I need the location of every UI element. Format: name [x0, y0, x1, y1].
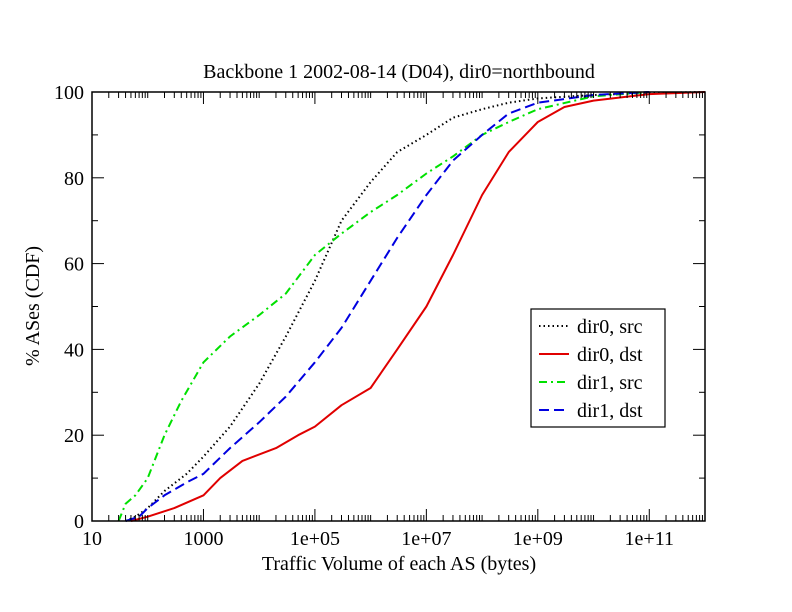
legend-label-dir1-src: dir1, src [577, 372, 643, 394]
x-tick-label: 1e+09 [513, 528, 563, 550]
series-line-dir0-dst [130, 91, 706, 522]
y-tick-label: 40 [64, 339, 84, 361]
x-tick-label: 1e+05 [290, 528, 340, 550]
y-tick-label: 0 [74, 511, 84, 533]
y-tick-label: 60 [64, 254, 84, 276]
x-tick-label: 1000 [183, 528, 223, 550]
x-tick-label: 1e+11 [625, 528, 674, 550]
x-tick-labels: 10 1000 1e+05 1e+07 1e+09 1e+11 [82, 528, 674, 550]
series-line-dir0-src [125, 91, 706, 522]
y-axis-label: % ASes (CDF) [22, 246, 44, 366]
y-tick-labels: 0 20 40 60 80 100 [54, 82, 84, 533]
series-line-dir1-dst [125, 91, 650, 522]
x-tick-label: 10 [82, 528, 102, 550]
y-tick-label: 80 [64, 168, 84, 190]
x-axis-label: Traffic Volume of each AS (bytes) [262, 553, 536, 575]
legend-label-dir0-dst: dir0, dst [577, 344, 643, 366]
plot-lines [117, 91, 706, 522]
chart-title: Backbone 1 2002-08-14 (D04), dir0=northb… [203, 61, 595, 83]
legend-box [530, 308, 666, 428]
series-line-dir1-src [117, 91, 650, 522]
y-tick-label: 100 [54, 82, 84, 104]
legend: dir0, src dir0, dst dir1, src dir1, dst [530, 308, 666, 428]
y-tick-label: 20 [64, 425, 84, 447]
legend-label-dir0-src: dir0, src [577, 316, 643, 338]
axes [91, 91, 706, 522]
legend-label-dir1-dst: dir1, dst [577, 400, 643, 422]
x-tick-label: 1e+07 [401, 528, 451, 550]
